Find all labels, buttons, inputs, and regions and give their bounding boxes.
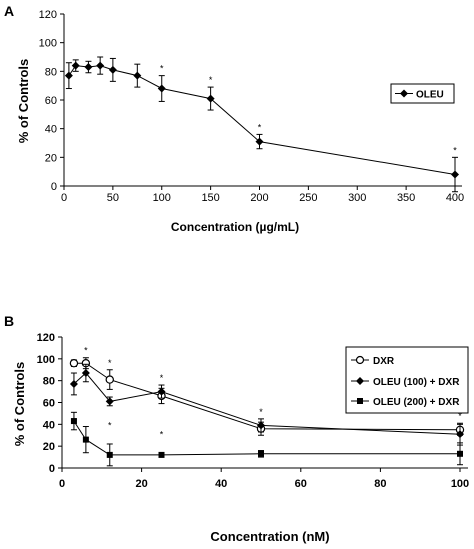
b-significance-asterisk: * <box>108 358 112 368</box>
a-significance-asterisk: * <box>209 75 213 85</box>
b-x-tick-label: 60 <box>295 478 307 490</box>
panel-a-legend-diamond-marker <box>400 89 408 98</box>
b-data-point-oleu-100-dxr <box>257 421 265 430</box>
a-x-tick-label: 0 <box>61 192 67 204</box>
a-series-line-oleu <box>68 65 456 175</box>
b-data-point-dxr <box>105 375 114 384</box>
b-y-tick-label: 60 <box>43 398 55 410</box>
panel-a-legend-label-oleu: OLEU <box>416 90 444 101</box>
a-data-point-oleu <box>64 71 73 80</box>
a-x-tick-label: 400 <box>446 192 464 204</box>
b-data-point-oleu-200-dxr <box>70 418 77 425</box>
b-y-tick-label: 100 <box>37 354 55 366</box>
panel-a-label: A <box>4 3 14 19</box>
a-x-tick-label: 50 <box>107 192 119 204</box>
a-data-point-oleu <box>206 94 215 103</box>
a-data-point-oleu <box>108 65 117 74</box>
b-data-point-oleu-100-dxr <box>456 430 464 439</box>
a-significance-asterisk: * <box>453 145 457 155</box>
a-data-point-oleu <box>96 61 105 70</box>
legend-square-marker <box>357 398 363 404</box>
panel-b-legend: DXR OLEU (100) + DXR OLEU (200) + DXR <box>345 346 469 414</box>
panel-b-y-ticks: 0 20 40 60 80 100 120 <box>37 332 62 475</box>
a-y-tick-label: 20 <box>45 152 57 164</box>
b-significance-asterisk: * <box>458 411 462 421</box>
b-significance-asterisk: * <box>160 429 164 439</box>
b-x-tick-label: 40 <box>215 478 227 490</box>
b-significance-asterisk: * <box>259 407 263 417</box>
a-y-tick-label: 100 <box>39 38 57 50</box>
a-significance-asterisk: * <box>258 122 262 132</box>
b-data-point-oleu-200-dxr <box>106 451 113 458</box>
b-y-tick-label: 120 <box>37 332 55 344</box>
b-data-point-oleu-200-dxr <box>258 450 264 457</box>
legend-diamond-marker <box>356 377 364 385</box>
b-data-point-oleu-100-dxr <box>105 397 114 406</box>
panel-b-label: B <box>4 313 14 329</box>
a-y-tick-label: 0 <box>51 181 57 193</box>
legend-label-oleu100-dxr: OLEU (100) + DXR <box>373 377 460 388</box>
a-x-tick-label: 350 <box>397 192 415 204</box>
a-x-tick-label: 100 <box>153 192 171 204</box>
a-data-point-oleu <box>255 137 264 146</box>
a-x-tick-label: 150 <box>201 192 219 204</box>
b-data-point-oleu-100-dxr <box>81 369 90 378</box>
b-x-tick-label: 80 <box>374 478 386 490</box>
panel-a-y-axis-label: % of Controls <box>16 59 31 144</box>
a-y-tick-label: 40 <box>45 124 57 136</box>
a-significance-asterisk: * <box>160 64 164 74</box>
a-y-tick-label: 60 <box>45 95 57 107</box>
b-series-line-oleu-200-dxr <box>73 420 460 456</box>
panel-b-x-axis-label: Concentration (nM) <box>210 529 329 544</box>
a-data-point-oleu <box>157 84 166 93</box>
chart-panel-a: A % of Controls Concentration (µg/mL) 0 2… <box>4 3 464 234</box>
b-x-tick-label: 100 <box>451 478 469 490</box>
b-data-point-dxr <box>69 359 79 368</box>
b-significance-asterisk: * <box>108 421 112 431</box>
b-y-tick-label: 0 <box>49 463 55 475</box>
b-significance-asterisk: * <box>84 346 88 356</box>
b-y-tick-label: 80 <box>43 376 55 388</box>
a-y-tick-label: 80 <box>45 66 57 78</box>
panel-a-plot-area: * * * * <box>64 56 459 193</box>
b-data-point-oleu-100-dxr <box>69 379 78 388</box>
b-significance-asterisk: * <box>160 373 164 383</box>
chart-panel-b: B % of Controls Concentration (nM) 0 20 40… <box>4 313 469 544</box>
b-y-tick-label: 20 <box>43 441 55 453</box>
a-x-tick-label: 300 <box>348 192 366 204</box>
panel-b-legend-box <box>345 346 469 414</box>
panel-a-x-axis-label: Concentration (µg/mL) <box>171 220 299 234</box>
panel-a-legend: OLEU <box>390 83 455 104</box>
b-x-tick-label: 20 <box>135 478 147 490</box>
panel-a-y-ticks: 0 20 40 60 80 100 120 <box>39 9 64 193</box>
b-y-tick-label: 40 <box>43 419 55 431</box>
a-data-point-oleu <box>451 170 459 179</box>
panel-b-plot-area: * * * * * * * <box>69 346 465 467</box>
b-data-point-oleu-200-dxr <box>158 451 165 458</box>
b-data-point-oleu-200-dxr <box>82 436 89 443</box>
panel-a-x-ticks: 0 50 100 150 200 250 300 350 400 <box>61 186 464 204</box>
panel-a-legend-box <box>390 83 455 104</box>
a-data-point-oleu <box>71 61 80 70</box>
legend-label-oleu200-dxr: OLEU (200) + DXR <box>373 397 460 408</box>
legend-label-dxr: DXR <box>373 356 395 367</box>
a-y-tick-label: 120 <box>39 9 57 21</box>
a-data-point-oleu <box>84 63 93 72</box>
panel-b-y-axis-label: % of Controls <box>12 362 27 447</box>
legend-open-circle-marker <box>355 355 365 365</box>
b-x-tick-label: 0 <box>59 478 65 490</box>
a-data-point-oleu <box>133 71 142 80</box>
b-data-point-oleu-100-dxr <box>157 387 166 396</box>
b-data-point-oleu-200-dxr <box>457 450 463 457</box>
panel-b-x-ticks: 0 20 40 60 80 100 <box>59 468 469 490</box>
a-x-tick-label: 250 <box>299 192 317 204</box>
a-x-tick-label: 200 <box>250 192 268 204</box>
